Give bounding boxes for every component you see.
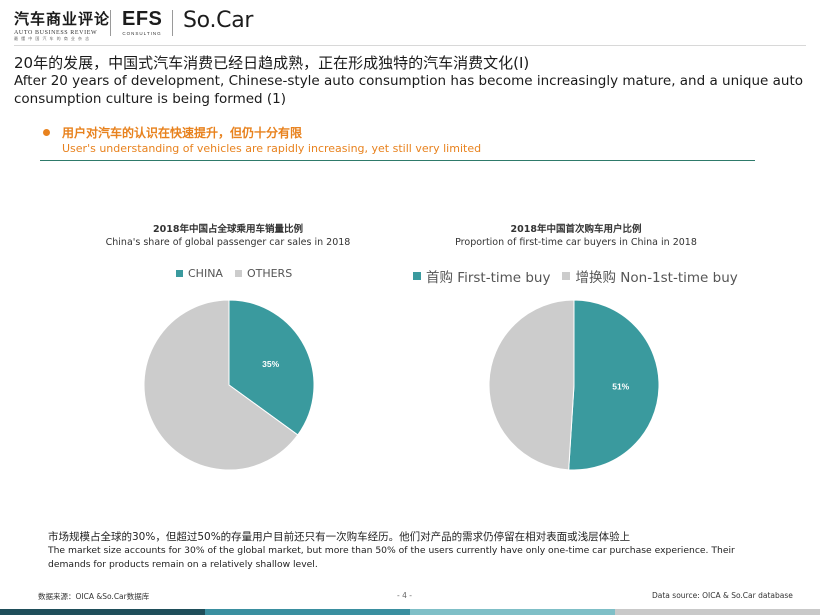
subheading-cn: 用户对汽车的认识在快速提升，但仍十分有限 [62,126,303,140]
footer-source-en: Data source: OICA & So.Car database [652,591,793,600]
header: 汽车商业评论 AUTO BUSINESS REVIEW 最 懂 中 国 汽 车 … [0,0,820,46]
chart1-legend: CHINA OTHERS [176,267,304,280]
legend-swatch-first-time [413,272,421,280]
efs-logo: EFS CONSULTING [122,8,163,36]
chart1-title: 2018年中国占全球乘用车销量比例 [153,224,303,235]
socar-logo: So.Car [183,8,254,33]
page-number: - 4 - [397,591,412,600]
chart1-slice-0 [228,299,315,436]
subheading-en: User's understanding of vehicles are rap… [62,142,482,155]
logo-divider [110,10,111,36]
page-title-cn: 20年的发展，中国式汽车消费已经日趋成熟，正在形成独特的汽车消费文化(I) [14,54,530,72]
chart2-title: 2018年中国首次购车用户比例 [510,224,642,235]
bottom-bar-segment [410,609,615,615]
chart1-slice-1 [143,299,299,471]
legend-item-non-first-time: 增换购 Non-1st-time buy [562,266,738,286]
summary-en: The market size accounts for 30% of the … [48,545,735,570]
legend-item-others: OTHERS [234,267,292,280]
auto-business-review-logo: 汽车商业评论 AUTO BUSINESS REVIEW 最 懂 中 国 汽 车 … [14,10,111,41]
logo-divider [172,10,173,36]
bottom-bar-segment [205,609,410,615]
header-divider [14,45,806,46]
bullet-dot-icon [43,129,50,136]
legend-swatch-china [176,270,183,277]
chart2-legend: 首购 First-time buy 增换购 Non-1st-time buy [413,266,750,286]
legend-item-china: CHINA [176,267,223,280]
legend-swatch-others [234,270,242,277]
page-title-en: After 20 years of development, Chinese-s… [14,73,803,107]
chart2-slice-0 [568,299,660,471]
chart2-subtitle: Proportion of first-time car buyers in C… [455,237,697,248]
footer-source-cn: 数据来源：OICA &So.Car数据库 [38,592,150,601]
chart2-slice-1 [488,299,575,471]
bottom-bar-segment [0,609,205,615]
legend-swatch-non-first-time [562,272,571,280]
chart2-slice-0-label: 51% [612,381,629,391]
bottom-color-bar [0,609,820,615]
summary-cn: 市场规模占全球的30%，但超过50%的存量用户目前还只有一次购车经历。他们对产品… [48,531,631,543]
chart1-subtitle: China's share of global passenger car sa… [105,237,351,248]
subheading-divider [40,160,755,161]
bottom-bar-segment [615,609,820,615]
legend-item-first-time: 首购 First-time buy [413,266,550,286]
chart1-slice-0-label: 35% [262,359,279,369]
